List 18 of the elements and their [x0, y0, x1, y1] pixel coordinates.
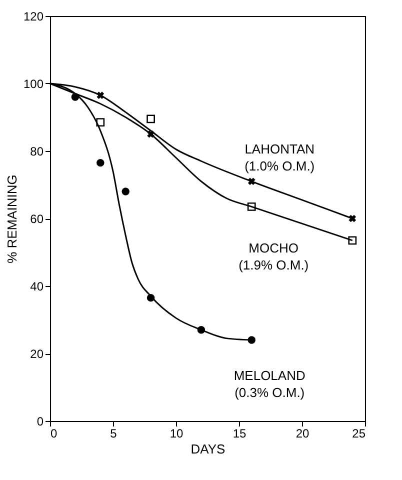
y-tick-label: 60: [30, 212, 44, 226]
x-axis-title: DAYS: [190, 442, 226, 456]
x-tick-label: 25: [352, 426, 366, 440]
series-label: LAHONTAN (1.0% O.M.): [244, 141, 315, 174]
x-tick-label: 5: [110, 426, 118, 440]
y-tick-label: 40: [30, 280, 44, 294]
y-tick-label: 0: [36, 414, 44, 428]
y-tick-label: 20: [30, 347, 44, 361]
x-tick-label: 20: [296, 426, 310, 440]
y-tick-label: 100: [23, 77, 44, 91]
x-tick-label: 10: [170, 426, 184, 440]
text: MELOLAND (0.3% O.M.): [234, 368, 306, 400]
text: MOCHO (1.9% O.M.): [238, 240, 309, 273]
x-tick-label: 15: [232, 426, 246, 440]
y-tick-label: 120: [23, 10, 44, 24]
y-tick-label: 80: [30, 144, 44, 158]
y-axis-title: % REMAINING: [4, 174, 20, 264]
x-tick-label: 0: [50, 426, 58, 440]
